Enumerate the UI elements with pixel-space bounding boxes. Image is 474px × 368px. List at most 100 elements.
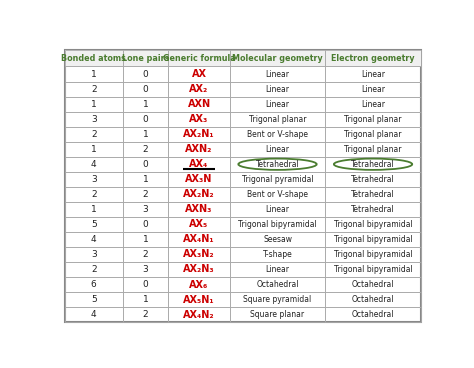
Bar — [168, 277, 230, 292]
Bar — [230, 127, 325, 142]
Bar — [64, 96, 123, 112]
Text: Trigonal bipyramidal: Trigonal bipyramidal — [334, 220, 412, 229]
Text: 3: 3 — [143, 265, 148, 274]
Bar — [325, 232, 421, 247]
Bar — [123, 262, 168, 277]
Bar — [325, 307, 421, 322]
Text: 4: 4 — [91, 160, 97, 169]
Text: AX₂N₂: AX₂N₂ — [183, 189, 215, 199]
Bar — [325, 112, 421, 127]
Text: Linear: Linear — [265, 145, 290, 154]
Bar — [64, 50, 123, 67]
Bar — [230, 292, 325, 307]
Bar — [123, 50, 168, 67]
Text: 2: 2 — [91, 130, 97, 139]
Text: Octahedral: Octahedral — [256, 280, 299, 289]
Bar — [64, 262, 123, 277]
Text: 1: 1 — [143, 175, 148, 184]
Text: AX: AX — [191, 69, 207, 79]
Bar — [123, 202, 168, 217]
Text: Square pyramidal: Square pyramidal — [243, 295, 311, 304]
Bar — [325, 187, 421, 202]
Text: AX₂: AX₂ — [190, 84, 209, 94]
Text: 5: 5 — [91, 220, 97, 229]
Text: 1: 1 — [91, 205, 97, 214]
Text: Molecular geometry: Molecular geometry — [232, 53, 323, 63]
Bar — [64, 187, 123, 202]
Text: Lone pairs: Lone pairs — [122, 53, 169, 63]
Text: 4: 4 — [91, 235, 97, 244]
Bar — [230, 277, 325, 292]
Bar — [168, 172, 230, 187]
Text: 0: 0 — [143, 160, 148, 169]
Bar — [325, 172, 421, 187]
Bar — [230, 142, 325, 157]
Bar — [123, 217, 168, 232]
Bar — [123, 157, 168, 172]
Text: 3: 3 — [91, 175, 97, 184]
Bar — [230, 217, 325, 232]
Text: Octahedral: Octahedral — [352, 310, 394, 319]
Bar — [168, 142, 230, 157]
Bar — [64, 112, 123, 127]
Bar — [64, 142, 123, 157]
Text: T-shape: T-shape — [263, 250, 292, 259]
Bar — [64, 307, 123, 322]
Bar — [168, 292, 230, 307]
Text: 2: 2 — [91, 265, 97, 274]
Bar — [325, 127, 421, 142]
Text: 1: 1 — [143, 130, 148, 139]
Text: 2: 2 — [91, 190, 97, 199]
Bar — [123, 292, 168, 307]
Text: Trigonal planar: Trigonal planar — [249, 114, 306, 124]
Bar — [64, 217, 123, 232]
Text: Trigonal pyramidal: Trigonal pyramidal — [242, 175, 313, 184]
Text: 1: 1 — [91, 145, 97, 154]
Bar — [123, 142, 168, 157]
Text: 2: 2 — [91, 85, 97, 93]
Text: 3: 3 — [91, 250, 97, 259]
Bar — [168, 67, 230, 82]
Text: 5: 5 — [91, 295, 97, 304]
Bar — [168, 96, 230, 112]
Text: Octahedral: Octahedral — [352, 295, 394, 304]
Bar — [168, 50, 230, 67]
Bar — [325, 217, 421, 232]
Bar — [230, 172, 325, 187]
Text: AX₆: AX₆ — [190, 280, 209, 290]
Bar — [230, 96, 325, 112]
Text: Tetrahedral: Tetrahedral — [351, 160, 395, 169]
Bar — [230, 187, 325, 202]
Text: Tetrahedral: Tetrahedral — [255, 160, 300, 169]
Text: Seesaw: Seesaw — [263, 235, 292, 244]
Text: 3: 3 — [91, 114, 97, 124]
Text: 0: 0 — [143, 70, 148, 78]
Text: Octahedral: Octahedral — [352, 280, 394, 289]
Text: 2: 2 — [143, 190, 148, 199]
Text: Linear: Linear — [265, 100, 290, 109]
Text: AX₄N₁: AX₄N₁ — [183, 234, 215, 244]
Bar — [64, 157, 123, 172]
Bar — [168, 202, 230, 217]
Bar — [168, 127, 230, 142]
Text: AX₄N₂: AX₄N₂ — [183, 309, 215, 320]
Bar — [168, 187, 230, 202]
Text: Bent or V-shape: Bent or V-shape — [247, 130, 308, 139]
Bar — [123, 277, 168, 292]
Text: Linear: Linear — [265, 205, 290, 214]
Bar — [168, 157, 230, 172]
Bar — [168, 247, 230, 262]
Text: 2: 2 — [143, 145, 148, 154]
Text: 0: 0 — [143, 280, 148, 289]
Text: 2: 2 — [143, 250, 148, 259]
Text: 1: 1 — [143, 295, 148, 304]
Bar — [123, 127, 168, 142]
Text: 0: 0 — [143, 85, 148, 93]
Bar — [230, 157, 325, 172]
Text: Tetrahedral: Tetrahedral — [351, 190, 395, 199]
Text: 1: 1 — [91, 70, 97, 78]
Bar — [325, 157, 421, 172]
Text: Trigonal planar: Trigonal planar — [344, 130, 402, 139]
Text: AXN₂: AXN₂ — [185, 144, 213, 154]
Text: AX₅N₁: AX₅N₁ — [183, 294, 215, 305]
